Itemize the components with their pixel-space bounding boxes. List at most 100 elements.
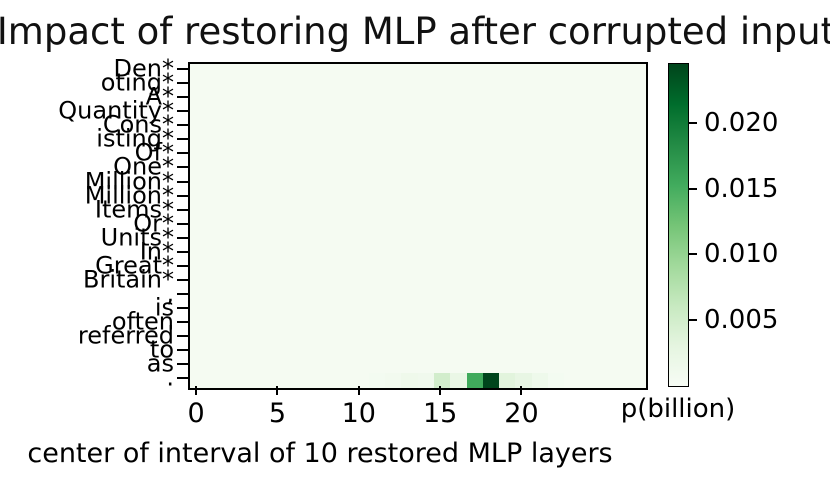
heatmap-cell	[336, 373, 354, 388]
heatmap-cell	[320, 134, 337, 149]
heatmap-cell	[190, 317, 207, 332]
heatmap-cell	[629, 232, 646, 248]
heatmap-cell	[401, 92, 419, 107]
heatmap-cell	[320, 359, 337, 374]
heatmap-cell	[564, 120, 581, 135]
heatmap-cell	[580, 92, 598, 107]
heatmap-cell	[417, 134, 435, 149]
heatmap-cell	[385, 218, 402, 234]
heatmap-cell	[368, 359, 386, 374]
heatmap-cell	[303, 78, 321, 93]
heatmap-cell	[320, 331, 337, 346]
heatmap-cell	[238, 176, 256, 192]
heatmap-cell	[499, 148, 516, 163]
heatmap-cell	[255, 204, 272, 220]
heatmap-cell	[466, 134, 484, 149]
heatmap-cell	[238, 106, 256, 121]
y-tick-label-token: oting*	[100, 68, 174, 97]
heatmap-cell	[564, 289, 581, 304]
heatmap-cell	[515, 148, 533, 163]
heatmap-cell	[547, 218, 565, 234]
heatmap-cell	[434, 274, 451, 290]
heatmap-cell	[238, 317, 256, 332]
heatmap-cell	[238, 190, 256, 206]
heatmap-cell	[596, 162, 614, 178]
heatmap-cell	[564, 64, 581, 79]
heatmap-cell	[531, 359, 549, 374]
heatmap-cell	[336, 64, 354, 79]
heatmap-cell	[190, 232, 207, 248]
heatmap-cell	[238, 246, 256, 262]
heatmap-cell	[352, 274, 370, 290]
heatmap-cell	[320, 176, 337, 192]
heatmap-cell	[352, 246, 370, 262]
heatmap-cell	[547, 176, 565, 192]
heatmap-cell	[450, 289, 468, 304]
heatmap-cell	[450, 162, 468, 178]
heatmap-cell	[206, 162, 224, 178]
heatmap-cell	[255, 78, 272, 93]
heatmap-cell	[287, 78, 305, 93]
heatmap-cell	[368, 106, 386, 121]
heatmap-cell	[531, 218, 549, 234]
heatmap-cell	[612, 303, 630, 318]
y-tick	[177, 349, 188, 352]
heatmap-cell	[596, 246, 614, 262]
heatmap-cell	[206, 345, 224, 360]
heatmap-cell	[580, 148, 598, 163]
heatmap-cell	[368, 190, 386, 206]
heatmap-cell	[547, 289, 565, 304]
heatmap-cell	[466, 78, 484, 93]
heatmap-cell	[368, 373, 386, 388]
heatmap-cell	[482, 373, 500, 388]
heatmap-cell	[385, 120, 402, 135]
heatmap-cell	[434, 176, 451, 192]
heatmap-cell	[238, 120, 256, 135]
heatmap-cell	[255, 162, 272, 178]
heatmap-cell	[401, 359, 419, 374]
heatmap-cell	[450, 232, 468, 248]
heatmap-cell	[271, 373, 289, 388]
heatmap-cell	[320, 106, 337, 121]
y-tick-label-token: Units*	[100, 223, 174, 252]
heatmap-cell	[434, 134, 451, 149]
heatmap-cell	[368, 289, 386, 304]
heatmap-cell	[271, 218, 289, 234]
heatmap-cell	[255, 246, 272, 262]
heatmap-cell	[206, 260, 224, 276]
heatmap-cell	[499, 345, 516, 360]
heatmap-cell	[385, 232, 402, 248]
heatmap-cell	[238, 78, 256, 93]
y-tick	[177, 377, 188, 380]
heatmap-cell	[190, 78, 207, 93]
heatmap-cell	[564, 204, 581, 220]
heatmap-cell	[352, 106, 370, 121]
heatmap-cell	[320, 260, 337, 276]
y-tick	[177, 96, 188, 99]
heatmap-cell	[368, 345, 386, 360]
heatmap-cell	[222, 317, 240, 332]
heatmap-cell	[596, 78, 614, 93]
heatmap-cell	[629, 92, 646, 107]
heatmap-cell	[434, 78, 451, 93]
colorbar-tick	[689, 253, 697, 256]
heatmap-cell	[434, 359, 451, 374]
heatmap-cell	[434, 246, 451, 262]
heatmap-cell	[417, 289, 435, 304]
y-tick-label-token: Million*	[84, 167, 174, 196]
heatmap-cell	[466, 120, 484, 135]
heatmap-cell	[499, 246, 516, 262]
heatmap-cell	[385, 345, 402, 360]
heatmap-cell	[564, 345, 581, 360]
heatmap-cell	[271, 148, 289, 163]
heatmap-cell	[450, 373, 468, 388]
heatmap-cell	[629, 162, 646, 178]
heatmap-cell	[385, 176, 402, 192]
heatmap-cell	[531, 303, 549, 318]
heatmap-cell	[564, 218, 581, 234]
x-tick	[195, 385, 198, 395]
heatmap-cell	[255, 120, 272, 135]
heatmap-cell	[238, 232, 256, 248]
heatmap-cell	[303, 176, 321, 192]
heatmap-cell	[385, 162, 402, 178]
